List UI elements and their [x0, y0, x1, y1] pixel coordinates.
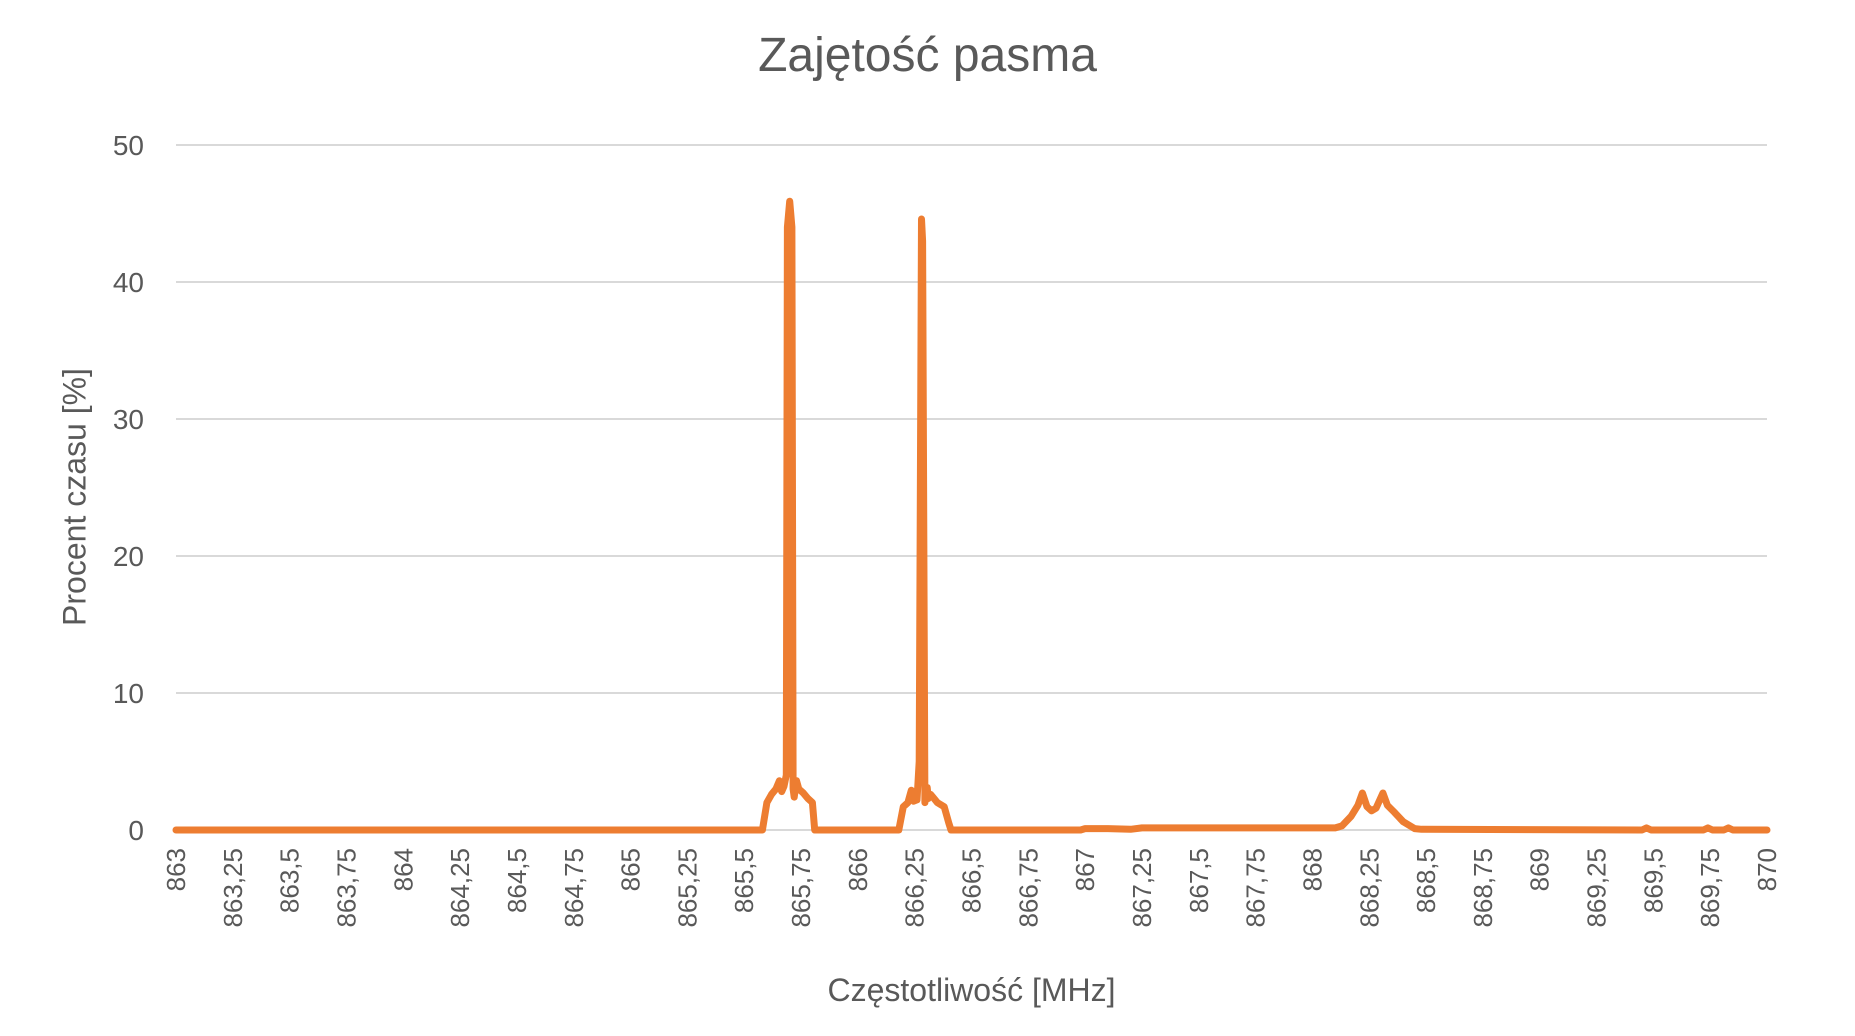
x-tick-label: 870 — [1752, 848, 1782, 891]
x-tick-label: 868,25 — [1354, 848, 1384, 928]
x-tick-label: 863,75 — [331, 848, 361, 928]
x-axis-ticks: 863 863,25 863,5 863,75 864 864,25 864,5 864,75… — [161, 848, 1782, 928]
x-tick-label: 864,25 — [445, 848, 475, 928]
x-tick-label: 863,25 — [218, 848, 248, 928]
y-tick-label: 10 — [113, 678, 144, 709]
x-tick-label: 866,75 — [1013, 848, 1043, 928]
y-tick-label: 30 — [113, 404, 144, 435]
x-tick-label: 867 — [1070, 848, 1100, 891]
x-tick-label: 865,5 — [729, 848, 759, 913]
x-tick-label: 864,75 — [559, 848, 589, 928]
x-tick-label: 865,25 — [672, 848, 702, 928]
x-tick-label: 864,5 — [502, 848, 532, 913]
x-tick-label: 866,25 — [900, 848, 930, 928]
y-tick-label: 0 — [128, 815, 144, 846]
y-axis-ticks: 0 10 20 30 40 50 — [113, 130, 144, 846]
x-tick-label: 868,75 — [1468, 848, 1498, 928]
gridlines — [176, 144, 1767, 831]
x-tick-label: 867,5 — [1184, 848, 1214, 913]
x-tick-label: 869,5 — [1638, 848, 1668, 913]
y-tick-label: 20 — [113, 541, 144, 572]
x-tick-label: 863 — [161, 848, 191, 891]
x-tick-label: 867,25 — [1127, 848, 1157, 928]
series-line — [172, 197, 1771, 834]
x-tick-label: 865 — [616, 848, 646, 891]
x-tick-label: 868,5 — [1411, 848, 1441, 913]
x-tick-label: 869 — [1525, 848, 1555, 891]
chart-title: Zajętość pasma — [758, 29, 1097, 82]
x-tick-label: 866,5 — [957, 848, 987, 913]
x-tick-label: 864 — [388, 848, 418, 891]
x-tick-label: 863,5 — [275, 848, 305, 913]
x-tick-label: 865,75 — [786, 848, 816, 928]
x-tick-label: 869,75 — [1695, 848, 1725, 928]
y-tick-label: 50 — [113, 130, 144, 161]
x-axis-title: Częstotliwość [MHz] — [827, 972, 1116, 1008]
x-tick-label: 867,75 — [1241, 848, 1271, 928]
x-tick-label: 866 — [843, 848, 873, 891]
x-tick-label: 868 — [1297, 848, 1327, 891]
x-tick-label: 869,25 — [1582, 848, 1612, 928]
y-tick-label: 40 — [113, 267, 144, 298]
